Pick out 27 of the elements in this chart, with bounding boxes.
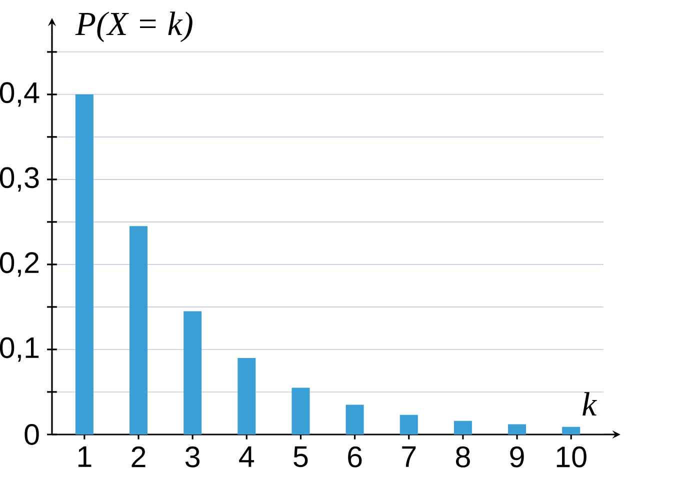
bar (129, 226, 148, 435)
x-tick-label: 2 (132, 446, 146, 468)
bar (454, 420, 472, 435)
x-tick-label: 6 (348, 446, 362, 468)
bar (508, 424, 526, 435)
x-tick-label: 3 (185, 446, 200, 468)
bar (400, 415, 418, 435)
x-tick-label: 7 (402, 446, 416, 467)
bar (562, 426, 580, 435)
y-tick-label: 0,4 (0, 82, 40, 107)
bar (292, 388, 310, 435)
y-axis-title: P(X = k) (75, 12, 192, 42)
x-tick-label: 5 (294, 446, 308, 468)
bar (238, 358, 256, 435)
bar (75, 94, 94, 435)
x-axis-title: k (582, 392, 598, 416)
x-tick-label: 4 (239, 446, 254, 467)
y-tick-label: 0 (24, 424, 39, 446)
x-tick-label: 1 (78, 446, 92, 467)
bar (184, 311, 202, 435)
x-tick-label: 10 (556, 446, 586, 468)
y-tick-label: 0,1 (0, 337, 39, 362)
y-tick-label: 0,3 (0, 167, 39, 192)
x-tick-label: 8 (456, 446, 470, 468)
bar (346, 404, 364, 435)
x-tick-label: 9 (510, 446, 524, 468)
y-tick-label: 0,2 (0, 252, 39, 277)
